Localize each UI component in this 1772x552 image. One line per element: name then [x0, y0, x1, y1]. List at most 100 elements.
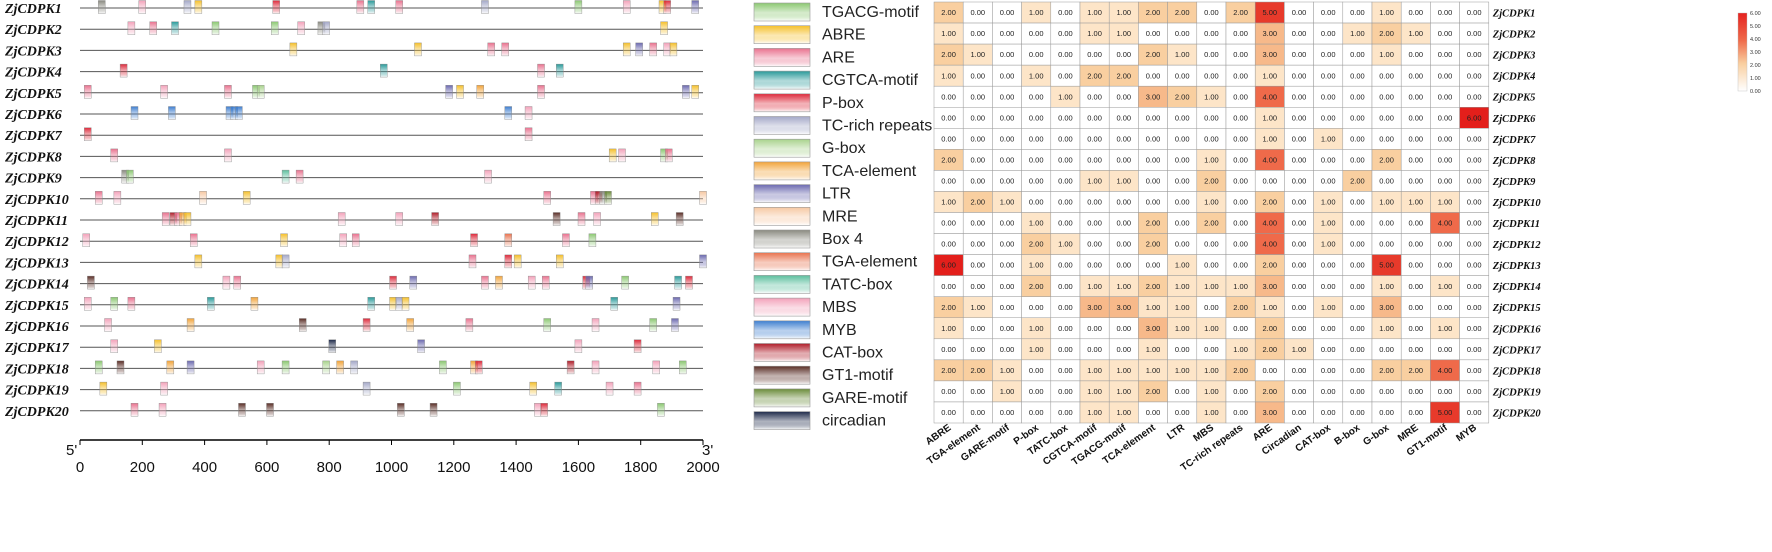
heatmap-value: 0.00	[970, 408, 985, 417]
heatmap-value: 1.00	[1379, 50, 1394, 59]
heatmap-value: 0.00	[1321, 92, 1336, 101]
heatmap-row-label-zjcdpk7: ZjCDPK7	[1492, 135, 1536, 146]
heatmap-value: 0.00	[1116, 240, 1131, 249]
heatmap-value: 0.00	[1087, 134, 1102, 143]
heatmap-value: 0.00	[1116, 261, 1131, 270]
heatmap-value: 0.00	[1321, 387, 1336, 396]
legend-swatch-tc-rich-repeats	[753, 116, 811, 135]
heatmap-value: 0.00	[1408, 303, 1423, 312]
heatmap-row-zjcdpk11: 0.00 0.00 0.00 1.00 0.00 0.00 0.00 2.00 0.00 2.00…	[933, 212, 1490, 234]
motif-mbs	[160, 85, 168, 99]
motif-are	[356, 0, 365, 14]
heatmap-value: 0.00	[1146, 155, 1161, 164]
heatmap-value: 0.00	[1321, 261, 1336, 270]
heatmap-value: 0.00	[1467, 134, 1482, 143]
gene-motifs-zjcdpk20	[130, 403, 665, 417]
heatmap-col-label-g-box: G-box	[1361, 422, 1391, 448]
motif-are	[537, 85, 545, 99]
heatmap-value: 2.00	[1146, 240, 1161, 249]
heatmap-value: 0.00	[1292, 71, 1307, 80]
heatmap-value: 0.00	[1058, 366, 1073, 375]
gene-motifs-zjcdpk5	[84, 85, 699, 99]
motif-are	[501, 42, 509, 57]
legend-label-ltr: LTR	[822, 186, 851, 203]
heatmap-value: 0.00	[1233, 198, 1248, 207]
heatmap-value: 1.00	[1379, 324, 1394, 333]
heatmap-value: 1.00	[1379, 8, 1394, 17]
legend-swatch-cat-box	[753, 343, 811, 362]
heatmap-value: 2.00	[1350, 177, 1365, 186]
legend-swatch-box-4	[753, 229, 811, 249]
motif-tgacg-motif	[621, 275, 629, 290]
heatmap-value: 0.00	[1204, 29, 1219, 38]
promoter-motif-map: ZjCDPK1 ZjCDPK2 ZjCDPK3 ZjCDPK4 ZjCDPK5 ZjCDP…	[4, 0, 720, 476]
motif-tca-element	[166, 360, 175, 375]
heatmap-value: 1.00	[1408, 198, 1423, 207]
heatmap-value: 0.00	[1321, 29, 1336, 38]
motif-abre	[456, 85, 464, 99]
motif-abre	[194, 0, 203, 14]
heatmap-value: 0.00	[1292, 366, 1307, 375]
motif-abre	[280, 233, 288, 247]
heatmap-value: 1.00	[941, 198, 956, 207]
heatmap-value: 2.00	[1175, 8, 1190, 17]
heatmap-value: 0.00	[1292, 261, 1307, 270]
heatmap-value: 0.00	[1058, 198, 1073, 207]
motif-gt1-motif	[116, 360, 125, 375]
motif-abre	[242, 191, 251, 205]
motif-tgacg-motif	[270, 21, 279, 35]
heatmap-value: 0.00	[1058, 324, 1073, 333]
heatmap-value: 0.00	[1292, 198, 1307, 207]
heatmap-value: 0.00	[1146, 113, 1161, 122]
heatmap-value: 0.00	[1204, 345, 1219, 354]
heatmap-row-zjcdpk14: 0.00 0.00 0.00 2.00 0.00 1.00 1.00 2.00 1.00 1.00…	[933, 275, 1490, 297]
motif-abre	[401, 297, 410, 311]
heatmap-value: 0.00	[1262, 366, 1277, 375]
heatmap-value: 0.00	[1321, 177, 1336, 186]
heatmap-value: 0.00	[1350, 282, 1365, 291]
heatmap-row-zjcdpk17: 0.00 0.00 0.00 1.00 0.00 0.00 0.00 1.00 0.00 0.00…	[933, 338, 1490, 361]
heatmap-value: 0.00	[1379, 240, 1394, 249]
heatmap-value: 1.00	[1000, 366, 1015, 375]
heatmap-value: 0.00	[1321, 50, 1336, 59]
heatmap-value: 0.00	[1029, 198, 1044, 207]
motif-cgtca-motif	[674, 275, 682, 290]
heatmap-value: 0.00	[1175, 113, 1190, 122]
heatmap-value: 0.00	[1467, 71, 1482, 80]
heatmap-value: 2.00	[941, 155, 956, 164]
heatmap-value: 0.00	[970, 324, 985, 333]
heatmap-value: 0.00	[1000, 324, 1015, 333]
heatmap-value: 0.00	[1350, 366, 1365, 375]
motif-mbs	[127, 21, 136, 35]
heatmap-value: 0.00	[1087, 155, 1102, 164]
heatmap-value: 1.00	[1204, 198, 1219, 207]
heatmap-row-label-zjcdpk4: ZjCDPK4	[1492, 72, 1536, 83]
motif-p-box	[119, 63, 128, 78]
heatmap-value: 1.00	[1058, 92, 1073, 101]
heatmap-value: 0.00	[1321, 113, 1336, 122]
heatmap-value: 2.00	[941, 50, 956, 59]
heatmap-value: 1.00	[1175, 324, 1190, 333]
heatmap-value: 0.00	[1058, 71, 1073, 80]
heatmap-value: 1.00	[1204, 282, 1219, 291]
heatmap-value: 1.00	[1116, 8, 1131, 17]
x-tick-label: 600	[254, 459, 279, 476]
motif-tgacg-motif	[657, 403, 665, 417]
heatmap-value: 0.00	[1438, 92, 1453, 101]
heatmap-row-label-zjcdpk20: ZjCDPK20	[1492, 408, 1542, 419]
motif-mbs	[82, 233, 90, 247]
heatmap-value: 0.00	[941, 177, 956, 186]
x-tick-label: 1400	[499, 459, 532, 476]
motif-are	[665, 148, 673, 163]
heatmap-value: 0.00	[941, 134, 956, 143]
heatmap-value: 0.00	[1000, 240, 1015, 249]
motif-gare-motif	[604, 191, 612, 205]
motif-p-box	[272, 0, 280, 14]
motif-are	[481, 275, 489, 290]
motif-tgacg-motif	[94, 360, 103, 375]
heatmap-row-label-zjcdpk16: ZjCDPK16	[1492, 324, 1542, 335]
gene-label-zjcdpk18: ZjCDPK18	[4, 362, 69, 377]
heatmap-value: 0.00	[1175, 134, 1190, 143]
motif-abre	[513, 254, 522, 269]
gene-motifs-zjcdpk12	[82, 233, 597, 247]
